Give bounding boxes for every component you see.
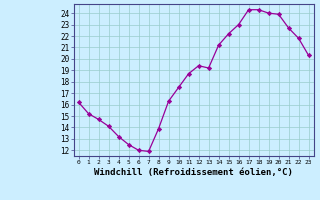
X-axis label: Windchill (Refroidissement éolien,°C): Windchill (Refroidissement éolien,°C) (94, 168, 293, 177)
